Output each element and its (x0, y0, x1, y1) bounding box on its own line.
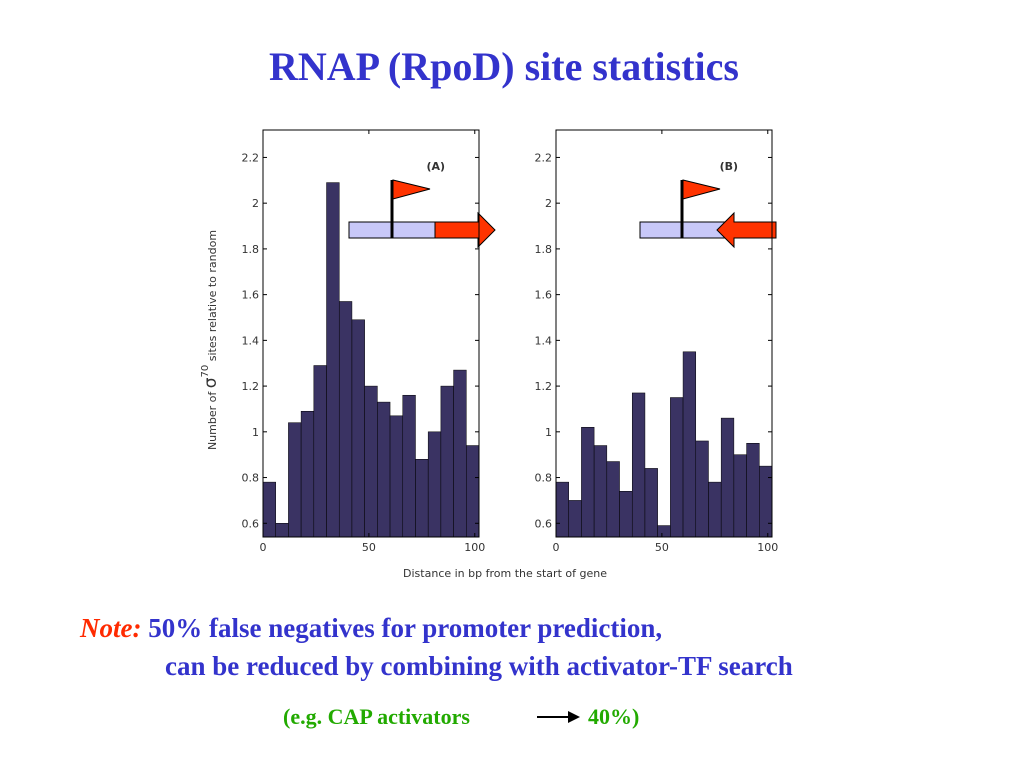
bar (619, 491, 633, 538)
bar (288, 422, 302, 538)
y-tick-label: 0.8 (535, 472, 553, 485)
y-tick-label: 1.6 (535, 289, 553, 302)
bar (720, 417, 735, 538)
bar (415, 459, 429, 538)
bar (364, 385, 378, 538)
bar (427, 431, 442, 538)
y-tick-label: 1.2 (242, 380, 260, 393)
flag (682, 179, 721, 200)
bar (555, 481, 569, 538)
x-tick-label: 100 (757, 541, 778, 554)
y-label-sup: 70 (200, 365, 211, 378)
bar (733, 454, 747, 538)
y-tick-label: 1 (252, 426, 259, 439)
x-tick-label: 100 (464, 541, 485, 554)
y-tick-label: 2.2 (242, 151, 260, 164)
y-tick-label: 1.4 (535, 334, 553, 347)
y-label-symbol: σ (201, 377, 221, 388)
gene-arrow (434, 211, 496, 249)
bar (275, 523, 289, 538)
x-axis-label: Distance in bp from the start of gene (403, 567, 607, 580)
x-tick-label: 50 (362, 541, 376, 554)
bar (338, 301, 353, 538)
axes-frame (262, 129, 480, 538)
bar (440, 385, 454, 538)
y-tick-label: 0.8 (242, 472, 260, 485)
x-tick-label: 0 (260, 541, 267, 554)
y-tick-label: 2 (252, 197, 259, 210)
note-line: can be reduced by combining with activat… (165, 651, 793, 681)
bar (682, 351, 697, 538)
title: RNAP (RpoD) site statistics (269, 44, 739, 89)
y-tick-label: 1.2 (535, 380, 553, 393)
bar (708, 481, 722, 538)
bar (746, 443, 760, 538)
example-arrowhead (568, 711, 580, 723)
bar (351, 319, 365, 538)
bar (606, 461, 620, 538)
note-line: 50% false negatives for promoter predict… (148, 613, 662, 643)
bar (300, 410, 315, 538)
note-label: Note: (79, 613, 141, 643)
bar (262, 481, 276, 538)
y-axis-label: Number of σ70 sites relative to random (198, 230, 221, 450)
y-tick-label: 1.6 (242, 289, 260, 302)
y-tick-label: 2 (545, 197, 552, 210)
gene-arrow (716, 211, 777, 249)
x-tick-label: 50 (655, 541, 669, 554)
bar (313, 365, 327, 538)
y-label-part: Number of (206, 391, 219, 450)
y-label-part: sites relative to random (206, 230, 219, 361)
y-tick-label: 0.6 (242, 517, 260, 530)
bar (644, 468, 658, 538)
y-tick-label: 1.8 (242, 243, 260, 256)
panel-label: (A) (427, 160, 446, 173)
y-tick-label: 1.4 (242, 334, 260, 347)
gene-diagram (639, 179, 777, 249)
example: (e.g. CAP activators (283, 704, 470, 729)
axes-frame (555, 129, 773, 538)
y-tick-label: 2.2 (535, 151, 553, 164)
note: Note: 50% false negatives for promoter p… (79, 613, 662, 643)
bar (593, 445, 608, 538)
y-tick-label: 0.6 (535, 517, 553, 530)
bar (581, 426, 595, 538)
x-tick-label: 0 (553, 541, 560, 554)
bar (670, 397, 684, 538)
y-tick-label: 1 (545, 426, 552, 439)
bar (759, 465, 773, 538)
example: 40%) (588, 704, 639, 729)
bar (326, 182, 340, 538)
gene-diagram (348, 179, 496, 249)
bar (389, 415, 404, 538)
bar (568, 500, 582, 538)
bar (695, 440, 709, 538)
bar (377, 401, 391, 538)
bar (453, 369, 467, 538)
panel-label: (B) (720, 160, 738, 173)
bar (657, 525, 671, 538)
bar (631, 392, 646, 538)
flag (392, 179, 431, 200)
y-tick-label: 1.8 (535, 243, 553, 256)
bar (402, 394, 416, 538)
